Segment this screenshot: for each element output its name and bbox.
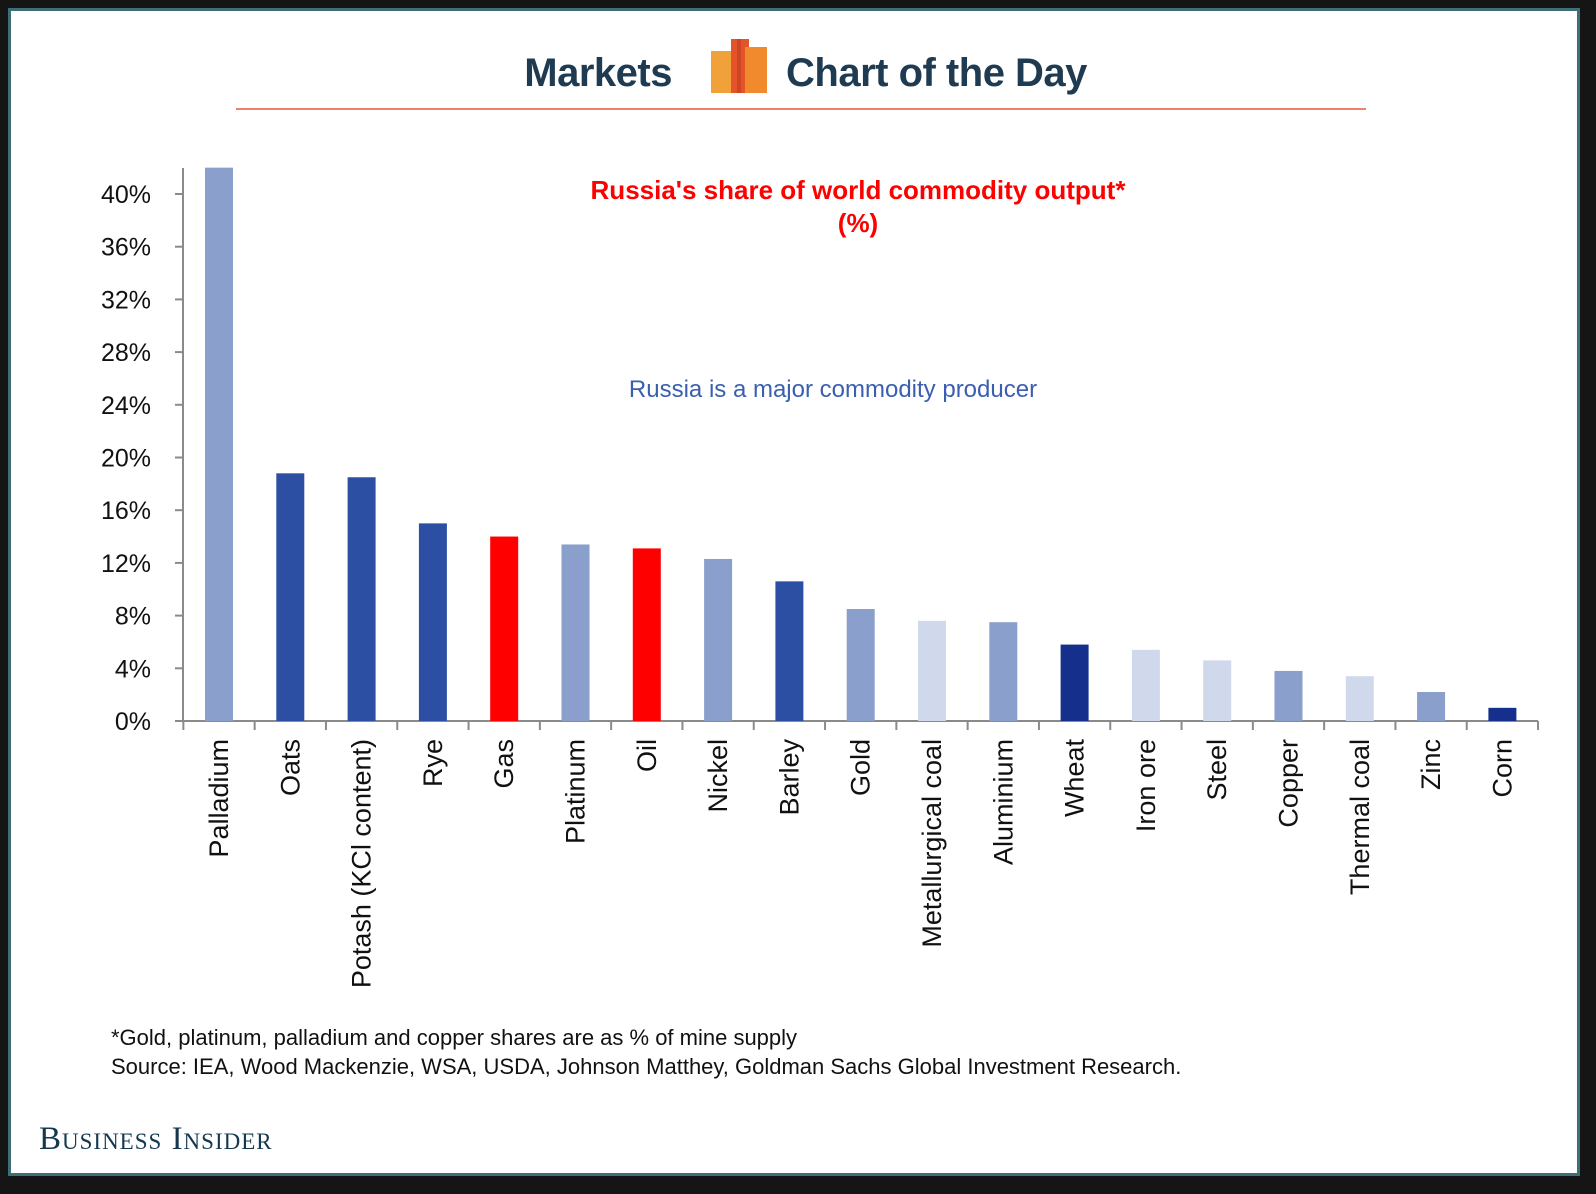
y-tick-label: 20% (101, 445, 151, 473)
category-label: Rye (418, 739, 448, 787)
bar-barley (775, 581, 804, 721)
bar-chart-logo-icon (711, 39, 767, 93)
footnote: *Gold, platinum, palladium and copper sh… (111, 1023, 1411, 1081)
category-label: Gold (846, 739, 876, 796)
footnote-mine-supply: *Gold, platinum, palladium and copper sh… (111, 1025, 798, 1050)
bars-group (205, 167, 1517, 721)
business-insider-logo: Business Insider (39, 1121, 273, 1157)
bar-iron-ore (1131, 649, 1160, 721)
y-tick-label: 8% (115, 603, 151, 631)
y-tick-label: 24% (101, 392, 151, 420)
category-label: Copper (1274, 739, 1304, 828)
bar-oats (276, 473, 305, 721)
y-tick-label: 36% (101, 234, 151, 262)
category-label: Metallurgical coal (917, 739, 947, 948)
bar-gas (490, 536, 519, 721)
bar-chart: 0% 4% 8% 12% 16% 20% 24% 28% 32% 36% 40% Palladium… (101, 167, 1540, 989)
y-tick-label: 0% (115, 708, 151, 736)
category-label: Iron ore (1131, 739, 1161, 832)
bar-copper (1274, 670, 1303, 721)
bar-aluminium (989, 622, 1018, 721)
bar-zinc (1417, 692, 1446, 721)
bar-nickel (704, 558, 733, 721)
bar-gold (846, 609, 875, 721)
bar-thermal-coal (1345, 676, 1374, 721)
bar-potash-kcl-content (347, 477, 376, 721)
y-axis: 0% 4% 8% 12% 16% 20% 24% 28% 32% 36% 40% (101, 168, 184, 736)
category-label: Thermal coal (1345, 739, 1375, 895)
category-label: Platinum (561, 739, 591, 844)
header-divider (236, 108, 1366, 110)
chart-subtitle: (%) (838, 208, 878, 238)
bar-steel (1203, 660, 1232, 721)
category-label: Potash (KCl content) (347, 739, 377, 988)
footnote-source: Source: IEA, Wood Mackenzie, WSA, USDA, … (111, 1054, 1182, 1079)
y-tick-label: 32% (101, 286, 151, 314)
y-tick-label: 12% (101, 550, 151, 578)
header-chart-of-the-day-title: Chart of the Day (786, 51, 1087, 95)
y-tick-label: 40% (101, 181, 151, 209)
y-tick-label: 4% (115, 655, 151, 683)
y-tick-label: 28% (101, 339, 151, 367)
category-label: Aluminium (988, 739, 1018, 865)
bar-wheat (1060, 644, 1089, 721)
category-label: Oil (632, 739, 662, 772)
bar-corn (1488, 707, 1517, 721)
category-label: Gas (489, 739, 519, 789)
chart-annotation: Russia is a major commodity producer (629, 376, 1037, 403)
bar-palladium (205, 167, 233, 721)
x-axis (182, 720, 1540, 730)
category-label: Corn (1487, 739, 1517, 798)
category-label: Zinc (1416, 739, 1446, 790)
chart-title: Russia's share of world commodity output… (591, 175, 1127, 205)
category-label: Steel (1202, 739, 1232, 801)
bar-platinum (561, 544, 590, 721)
y-tick-label: 16% (101, 497, 151, 525)
category-label: Palladium (204, 739, 234, 858)
bar-metallurgical-coal (918, 620, 946, 721)
chart-frame: Markets Chart of the Day 0% 4% 8% 12% 16% 20%… (8, 8, 1580, 1176)
category-label: Oats (275, 739, 305, 796)
bar-oil (632, 548, 661, 721)
header-markets-title: Markets (524, 51, 672, 95)
category-label: Nickel (703, 739, 733, 813)
category-labels: Palladium Oats Potash (KCl content) Rye Gas P… (204, 739, 1517, 989)
category-label: Wheat (1060, 739, 1090, 818)
bar-rye (418, 523, 447, 721)
category-label: Barley (774, 739, 804, 816)
